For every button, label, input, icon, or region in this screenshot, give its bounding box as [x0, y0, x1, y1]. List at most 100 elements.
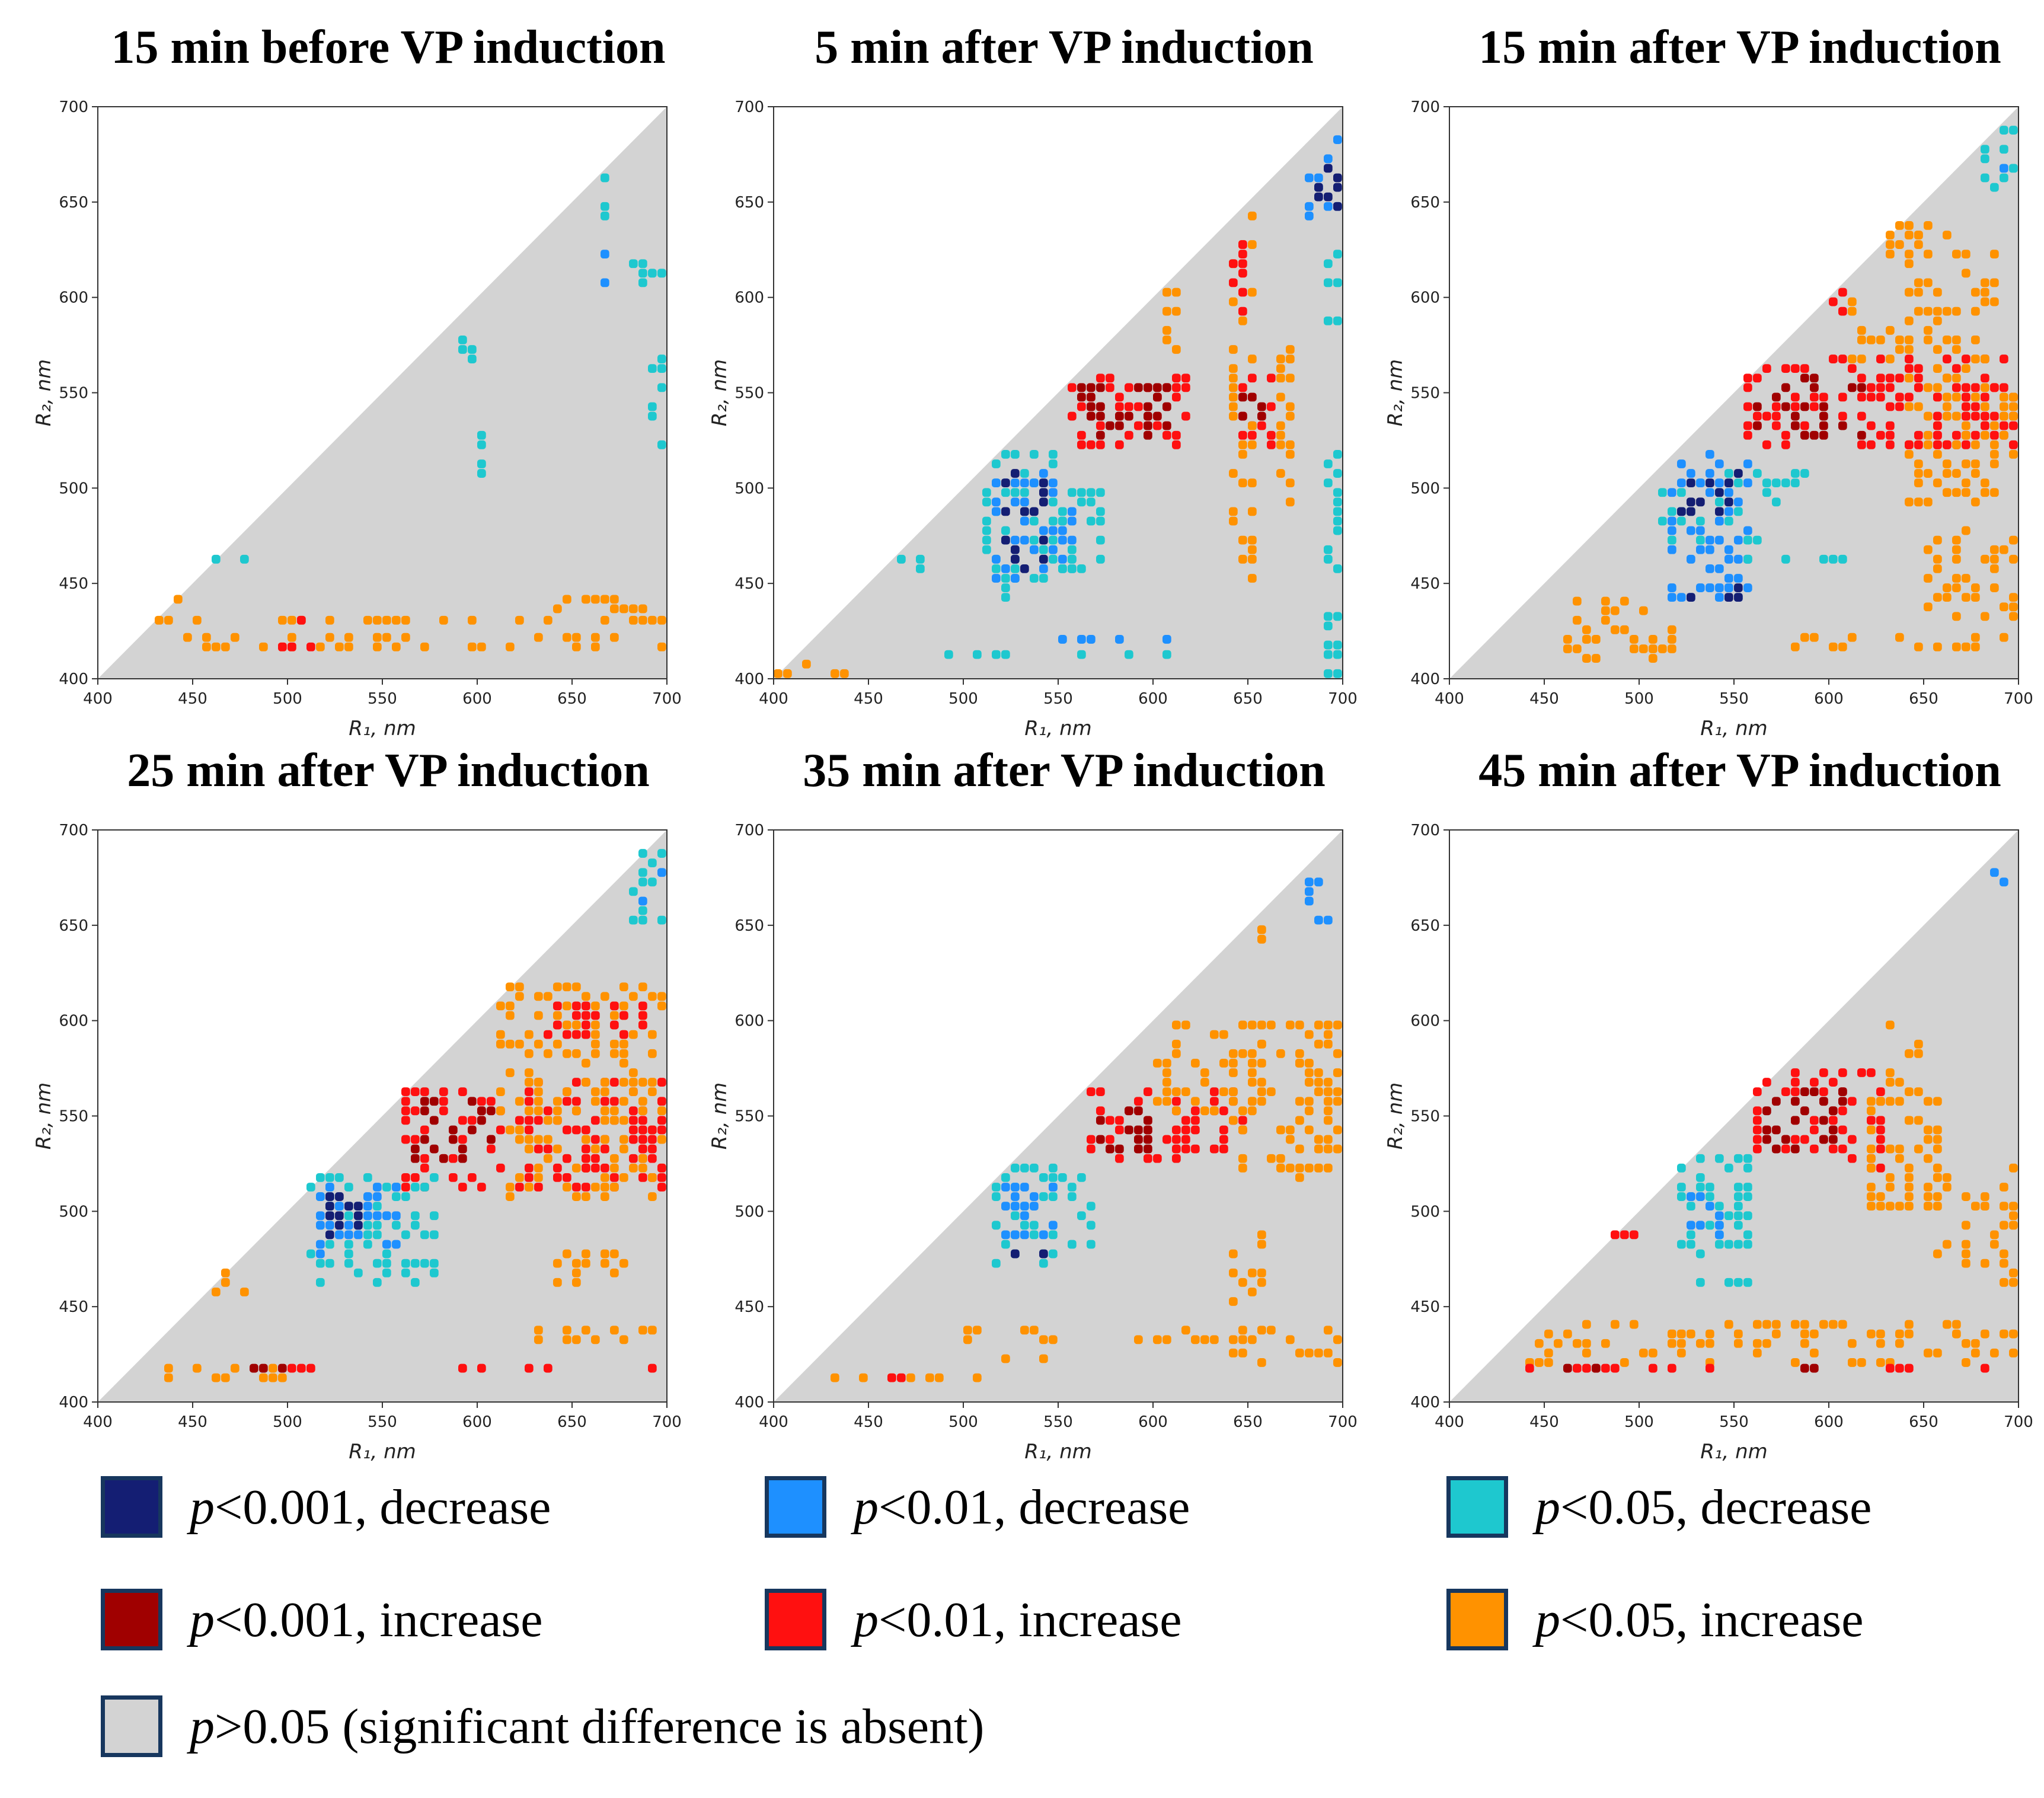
heatmap-cell-orange	[1848, 633, 1857, 642]
heatmap-cell-orange	[1867, 1329, 1876, 1339]
heatmap-cell-red	[629, 1154, 638, 1163]
heatmap-cell-darkred	[1106, 1144, 1114, 1154]
heatmap-cell-orange	[1895, 1329, 1904, 1339]
heatmap-cell-darkred	[1125, 1106, 1133, 1116]
heatmap-cell-red	[1971, 411, 1980, 421]
heatmap-cell-orange	[1162, 325, 1171, 335]
heatmap-cell-orange	[1952, 392, 1961, 402]
heatmap-cell-teal	[411, 1183, 420, 1192]
heatmap-cell-orange	[221, 642, 230, 652]
heatmap-cell-blue	[1715, 1211, 1724, 1221]
heatmap-cell-blue	[1001, 564, 1010, 573]
heatmap-cell-red	[1611, 1363, 1620, 1373]
heatmap-cell-blue	[316, 1192, 325, 1201]
heatmap-cell-red	[1962, 355, 1970, 363]
heatmap-cell-teal	[992, 650, 1001, 659]
heatmap-cell-orange	[1734, 1339, 1743, 1348]
heatmap-cell-orange	[2009, 1221, 2018, 1230]
x-tick-label: 600	[1814, 690, 1844, 708]
heatmap-cell-teal	[1687, 1202, 1695, 1211]
heatmap-cell-red	[572, 1097, 581, 1106]
heatmap-cell-red	[1172, 1135, 1181, 1144]
heatmap-cell-orange	[259, 642, 268, 652]
heatmap-cell-teal	[944, 650, 953, 659]
heatmap-cell-orange	[534, 1106, 543, 1116]
heatmap-cell-blue	[1020, 1211, 1029, 1221]
heatmap-cell-teal	[1077, 488, 1086, 497]
heatmap-cell-navy	[1020, 507, 1029, 516]
heatmap-cell-red	[1838, 392, 1847, 402]
heatmap-cell-darkred	[1096, 1135, 1105, 1144]
x-axis-label: R₁, nm	[1024, 717, 1092, 740]
heatmap-cell-teal	[982, 526, 991, 535]
heatmap-cell-darkred	[411, 1144, 420, 1154]
heatmap-cell-orange	[2000, 1202, 2008, 1211]
heatmap-cell-navy	[1314, 183, 1323, 192]
y-tick-label: 700	[1410, 822, 1440, 839]
chart-title: 15 min before VP induction	[111, 21, 666, 74]
heatmap-cell-orange	[1990, 297, 1999, 306]
heatmap-cell-orange	[1962, 1240, 1970, 1249]
heatmap-cell-red	[1819, 392, 1828, 402]
heatmap-cell-teal	[1324, 554, 1333, 564]
heatmap-cell-orange	[1573, 1339, 1582, 1348]
heatmap-cell-red	[610, 1020, 619, 1030]
heatmap-cell-orange	[1324, 1097, 1333, 1106]
heatmap-cell-navy	[1734, 469, 1743, 478]
heatmap-cell-darkred	[1162, 402, 1171, 411]
heatmap-cell-orange	[648, 1030, 657, 1039]
legend-label: p<0.05, increase	[1535, 1592, 1864, 1647]
heatmap-cell-teal	[916, 564, 925, 573]
heatmap-cell-red	[525, 1363, 534, 1373]
heatmap-cell-teal	[1791, 478, 1800, 488]
nonsignificant-area	[774, 107, 1343, 679]
heatmap-cell-orange	[1172, 1020, 1181, 1030]
heatmap-cell-orange	[1563, 1329, 1572, 1339]
heatmap-cell-orange	[1924, 1125, 1933, 1135]
heatmap-cell-orange	[629, 1087, 638, 1097]
heatmap-cell-orange	[591, 1144, 600, 1154]
y-axis-label: R₂, nm	[708, 359, 732, 427]
heatmap-cell-red	[1115, 440, 1124, 449]
chart-panel: 5 min after VP induction 400 450 500 550 600 6…	[700, 18, 1358, 740]
heatmap-cell-orange	[1952, 535, 1961, 545]
heatmap-cell-orange	[534, 1173, 543, 1182]
heatmap-cell-teal	[1011, 564, 1020, 573]
heatmap-cell-blue	[1668, 526, 1676, 535]
heatmap-cell-red	[401, 1135, 410, 1144]
y-tick-label: 550	[1410, 385, 1440, 403]
heatmap-cell-blue	[1039, 564, 1048, 573]
heatmap-cell-orange	[1971, 392, 1980, 402]
heatmap-cell-orange	[2009, 1211, 2018, 1221]
heatmap-cell-navy	[1715, 488, 1724, 497]
heatmap-cell-orange	[1886, 1020, 1895, 1030]
heatmap-cell-red	[1962, 402, 1970, 411]
heatmap-cell-red	[278, 642, 287, 652]
heatmap-cell-teal	[1706, 1221, 1714, 1230]
heatmap-cell-orange	[1276, 1154, 1285, 1163]
heatmap-cell-red	[1191, 1125, 1200, 1135]
heatmap-cell-orange	[1800, 1339, 1809, 1348]
heatmap-cell-blue	[1706, 564, 1714, 573]
heatmap-cell-orange	[2009, 593, 2018, 602]
heatmap-cell-teal	[1049, 535, 1058, 545]
legend-item-red: p<0.01, increase	[765, 1589, 1182, 1650]
heatmap-cell-orange	[1276, 364, 1285, 373]
heatmap-cell-orange	[1772, 1329, 1781, 1339]
heatmap-cell-blue	[1724, 554, 1733, 564]
significance-cells	[164, 849, 666, 1382]
heatmap-cell-blue	[1314, 877, 1323, 887]
heatmap-cell-red	[1981, 373, 1989, 383]
heatmap-cell-orange	[1582, 1320, 1591, 1329]
heatmap-cell-teal	[982, 516, 991, 526]
heatmap-cell-darkred	[1810, 373, 1819, 383]
heatmap-cell-teal	[1715, 1202, 1724, 1211]
x-tick-label: 400	[759, 1413, 788, 1431]
heatmap-cell-darkred	[1800, 1087, 1809, 1097]
heatmap-cell-orange	[1238, 1154, 1247, 1163]
heatmap-cell-orange	[534, 1135, 543, 1144]
heatmap-cell-orange	[648, 1049, 657, 1058]
heatmap-cell-orange	[174, 595, 183, 604]
heatmap-cell-red	[439, 1106, 448, 1116]
heatmap-cell-teal	[1781, 478, 1790, 488]
